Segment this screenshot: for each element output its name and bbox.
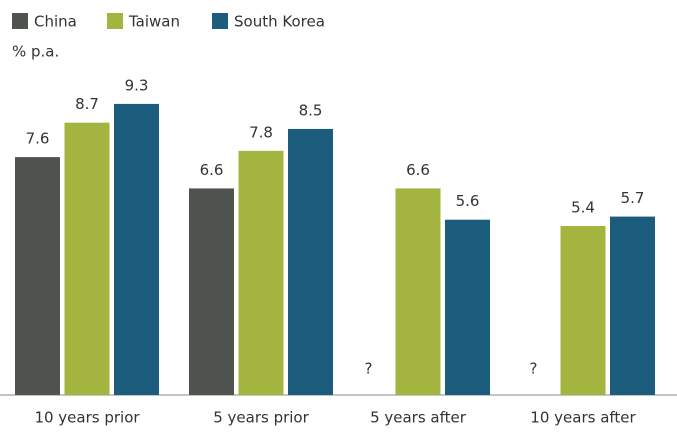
value-label: 5.4 (571, 198, 595, 216)
value-label: 8.5 (299, 101, 323, 119)
y-axis-label: % p.a. (12, 43, 59, 61)
bar (64, 122, 110, 395)
value-label: 6.6 (406, 161, 430, 179)
bar (15, 157, 60, 395)
x-tick-label: 10 years prior (34, 409, 140, 427)
value-label: 6.6 (200, 161, 224, 179)
bar (395, 188, 441, 395)
x-tick-label: 10 years after (530, 409, 636, 427)
x-tick-label: 5 years after (370, 409, 467, 427)
value-label: 5.6 (456, 192, 480, 210)
bar (560, 225, 606, 395)
legend-swatch (107, 13, 123, 29)
x-tick-label: 5 years prior (213, 409, 309, 427)
value-label: 7.8 (249, 123, 273, 141)
bar (610, 216, 655, 395)
bar (114, 103, 159, 395)
value-label: ? (530, 360, 538, 378)
bar (288, 128, 333, 395)
bar (189, 188, 234, 395)
bar (238, 150, 284, 395)
bar (445, 219, 490, 395)
value-label: 8.7 (75, 95, 99, 113)
value-label: 5.7 (621, 189, 645, 207)
legend-swatch (12, 13, 28, 29)
legend-label: Taiwan (128, 13, 180, 31)
legend-swatch (212, 13, 228, 29)
value-label: 7.6 (26, 130, 50, 148)
value-label: 9.3 (125, 76, 149, 94)
legend-label: South Korea (234, 13, 325, 31)
value-label: ? (365, 360, 373, 378)
legend-label: China (34, 13, 77, 31)
